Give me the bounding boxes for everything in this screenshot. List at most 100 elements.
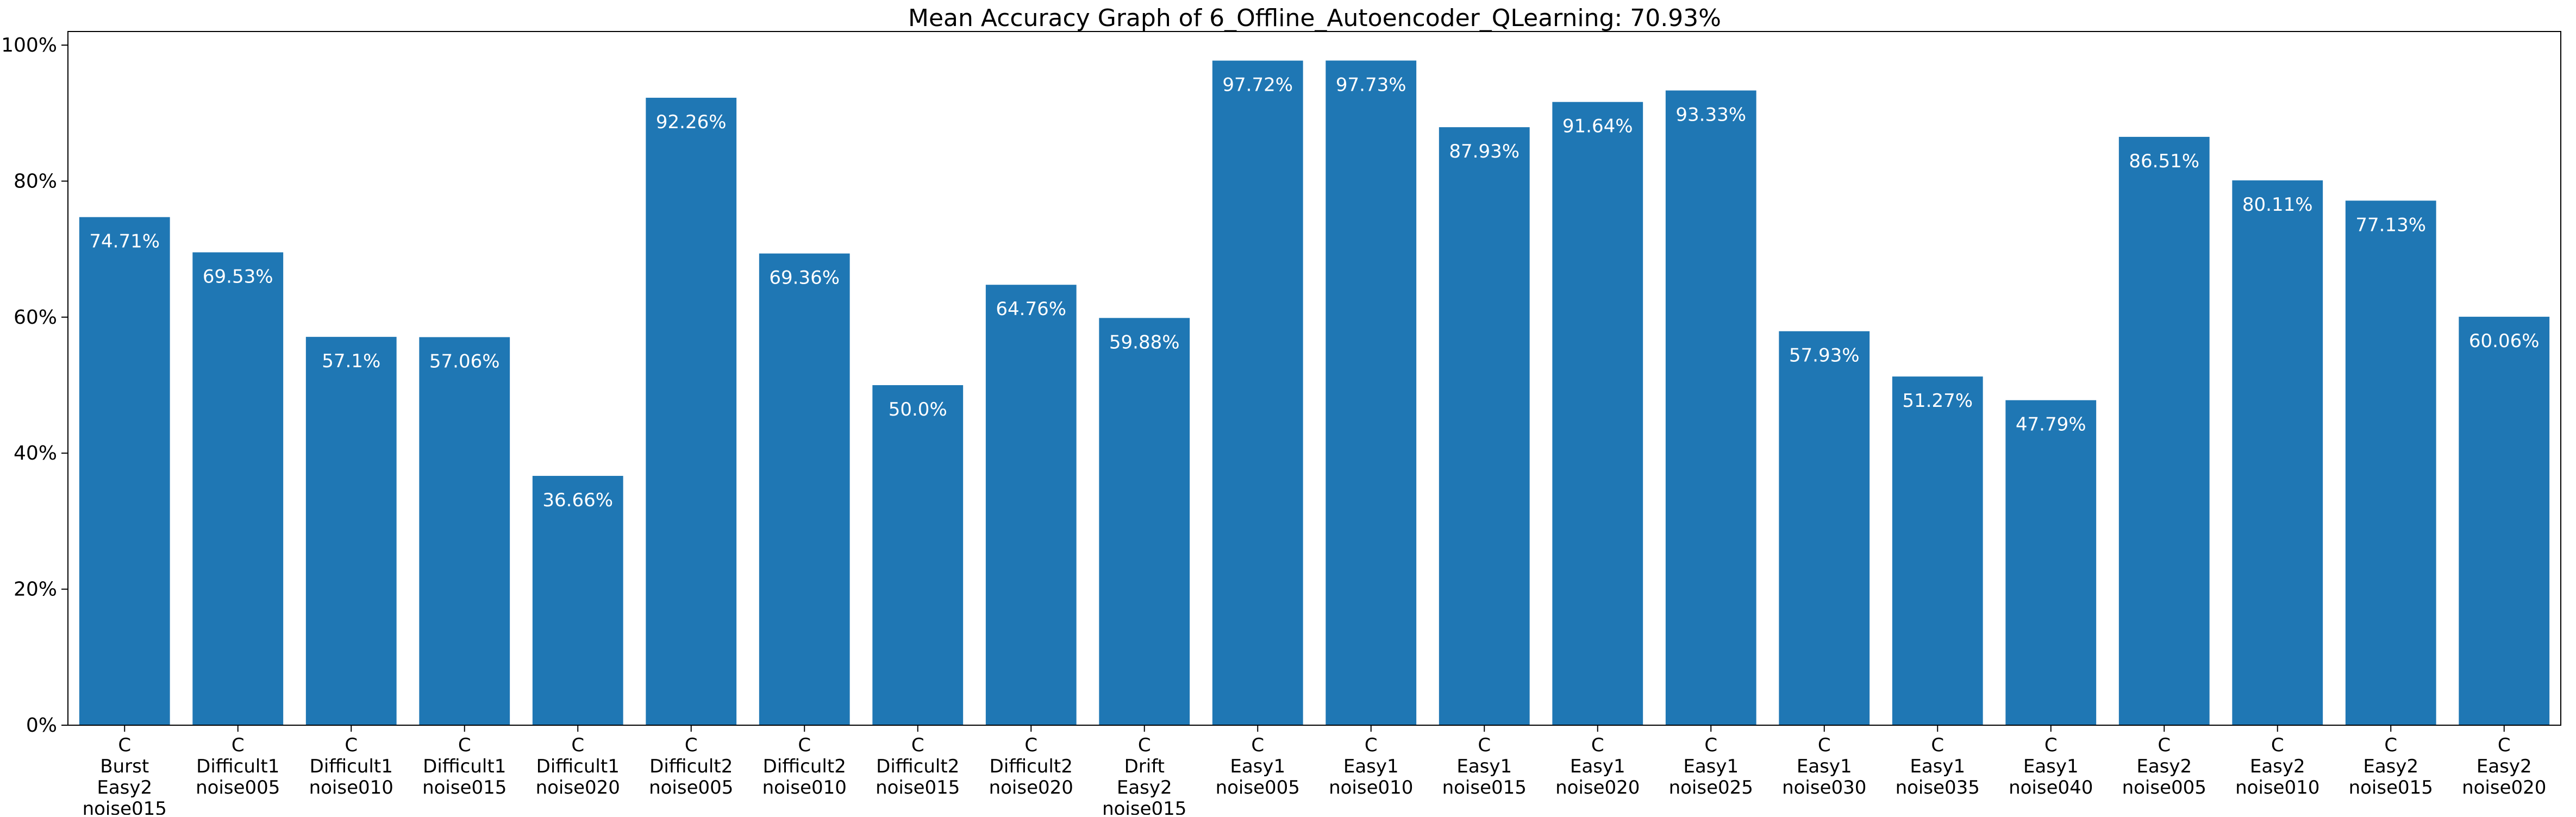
- bar: [1325, 60, 1417, 726]
- x-tick-label-line: C: [2384, 734, 2397, 756]
- y-tick-label: 80%: [14, 170, 57, 192]
- x-tick-label-line: noise015: [83, 798, 167, 815]
- x-tick-label-line: noise040: [2009, 777, 2093, 799]
- bar: [1665, 90, 1756, 725]
- x-tick-label-line: C: [798, 734, 811, 756]
- x-tick-label-line: C: [1931, 734, 1944, 756]
- x-tick-label-line: noise020: [2462, 777, 2546, 799]
- bar: [2345, 200, 2436, 725]
- x-tick-label-line: Easy1: [1910, 756, 1965, 777]
- x-tick-label-line: Easy2: [2136, 756, 2192, 777]
- x-tick-label-line: C: [2158, 734, 2171, 756]
- x-tick-label-line: Difficult1: [196, 756, 279, 777]
- bar-value-label: 57.93%: [1789, 345, 1860, 367]
- x-tick-label-line: C: [458, 734, 471, 756]
- x-tick-label-line: Difficult1: [536, 756, 620, 777]
- bar-value-label: 50.0%: [889, 399, 947, 420]
- plot-frame: [67, 31, 2561, 726]
- bar: [646, 97, 737, 726]
- bar-value-label: 92.26%: [656, 111, 727, 133]
- x-tick-label-line: C: [2044, 734, 2058, 756]
- bar: [1439, 127, 1530, 725]
- x-tick-label-line: C: [118, 734, 131, 756]
- x-tick-label-line: C: [2271, 734, 2284, 756]
- x-tick-label-line: C: [345, 734, 358, 756]
- x-tick-label-line: C: [1704, 734, 1717, 756]
- bar: [985, 285, 1077, 725]
- y-tick-label: 100%: [1, 34, 57, 56]
- x-tick-label-line: noise005: [1216, 777, 1300, 799]
- x-tick-label-line: Easy1: [2023, 756, 2079, 777]
- bar-value-label: 59.88%: [1109, 331, 1180, 353]
- x-tick-label-line: Difficult2: [990, 756, 1073, 777]
- x-tick-label-line: C: [1138, 734, 1151, 756]
- bar: [305, 337, 397, 725]
- bar: [1212, 60, 1303, 726]
- x-tick-label-line: C: [911, 734, 924, 756]
- x-tick-label-line: noise015: [1102, 798, 1186, 815]
- x-tick-label-line: Easy2: [97, 777, 152, 799]
- x-axis: CBurstEasy2noise015CDifficult1noise005CD…: [83, 725, 2546, 817]
- bar-value-label: 57.1%: [322, 350, 380, 372]
- bar: [192, 252, 284, 725]
- y-axis: 0% 20% 40% 60% 80% 100%: [1, 34, 68, 737]
- x-tick-label-line: C: [1251, 734, 1264, 756]
- bar: [759, 253, 850, 725]
- bar: [1779, 331, 1870, 725]
- bar-value-label: 64.76%: [996, 298, 1066, 320]
- x-tick-label-line: Drift: [1124, 756, 1165, 777]
- x-tick-label-line: Easy1: [1683, 756, 1739, 777]
- bar: [1892, 376, 1983, 725]
- bar-value-label: 93.33%: [1675, 104, 1746, 126]
- x-tick-label-line: noise020: [536, 777, 620, 799]
- x-tick-label-line: Difficult2: [763, 756, 846, 777]
- x-tick-label-line: Easy2: [2250, 756, 2305, 777]
- x-tick-label-line: C: [571, 734, 584, 756]
- bar: [2005, 400, 2097, 725]
- x-tick-label-line: noise015: [2349, 777, 2433, 799]
- x-tick-label-line: noise010: [1329, 777, 1413, 799]
- bar-value-label: 86.51%: [2129, 150, 2199, 172]
- bar-value-label: 51.27%: [1902, 390, 1973, 412]
- bar-value-label: 69.36%: [769, 267, 840, 289]
- bar-value-label: 74.71%: [89, 231, 160, 253]
- x-tick-label-line: Easy2: [1117, 777, 1172, 799]
- x-tick-label-line: Easy1: [1230, 756, 1285, 777]
- bar: [1552, 102, 1643, 726]
- x-tick-label-line: C: [1591, 734, 1604, 756]
- x-tick-label-line: noise010: [762, 777, 847, 799]
- bar: [1099, 318, 1190, 725]
- x-tick-label-line: Easy1: [1343, 756, 1399, 777]
- x-tick-label-line: C: [685, 734, 698, 756]
- x-tick-label-line: Easy1: [1570, 756, 1625, 777]
- bar-value-label: 77.13%: [2355, 214, 2426, 236]
- x-tick-label-line: Burst: [100, 756, 149, 777]
- y-tick-label: 40%: [14, 442, 57, 464]
- bar: [532, 476, 623, 725]
- bar-value-label: 87.93%: [1449, 141, 1520, 162]
- x-tick-label-line: noise010: [309, 777, 393, 799]
- bar-value-label: 57.06%: [429, 351, 500, 373]
- x-tick-label-line: noise015: [876, 777, 960, 799]
- x-tick-label-line: C: [2498, 734, 2511, 756]
- x-tick-label-line: C: [1478, 734, 1491, 756]
- bar: [872, 385, 964, 725]
- x-tick-label-line: noise020: [1555, 777, 1640, 799]
